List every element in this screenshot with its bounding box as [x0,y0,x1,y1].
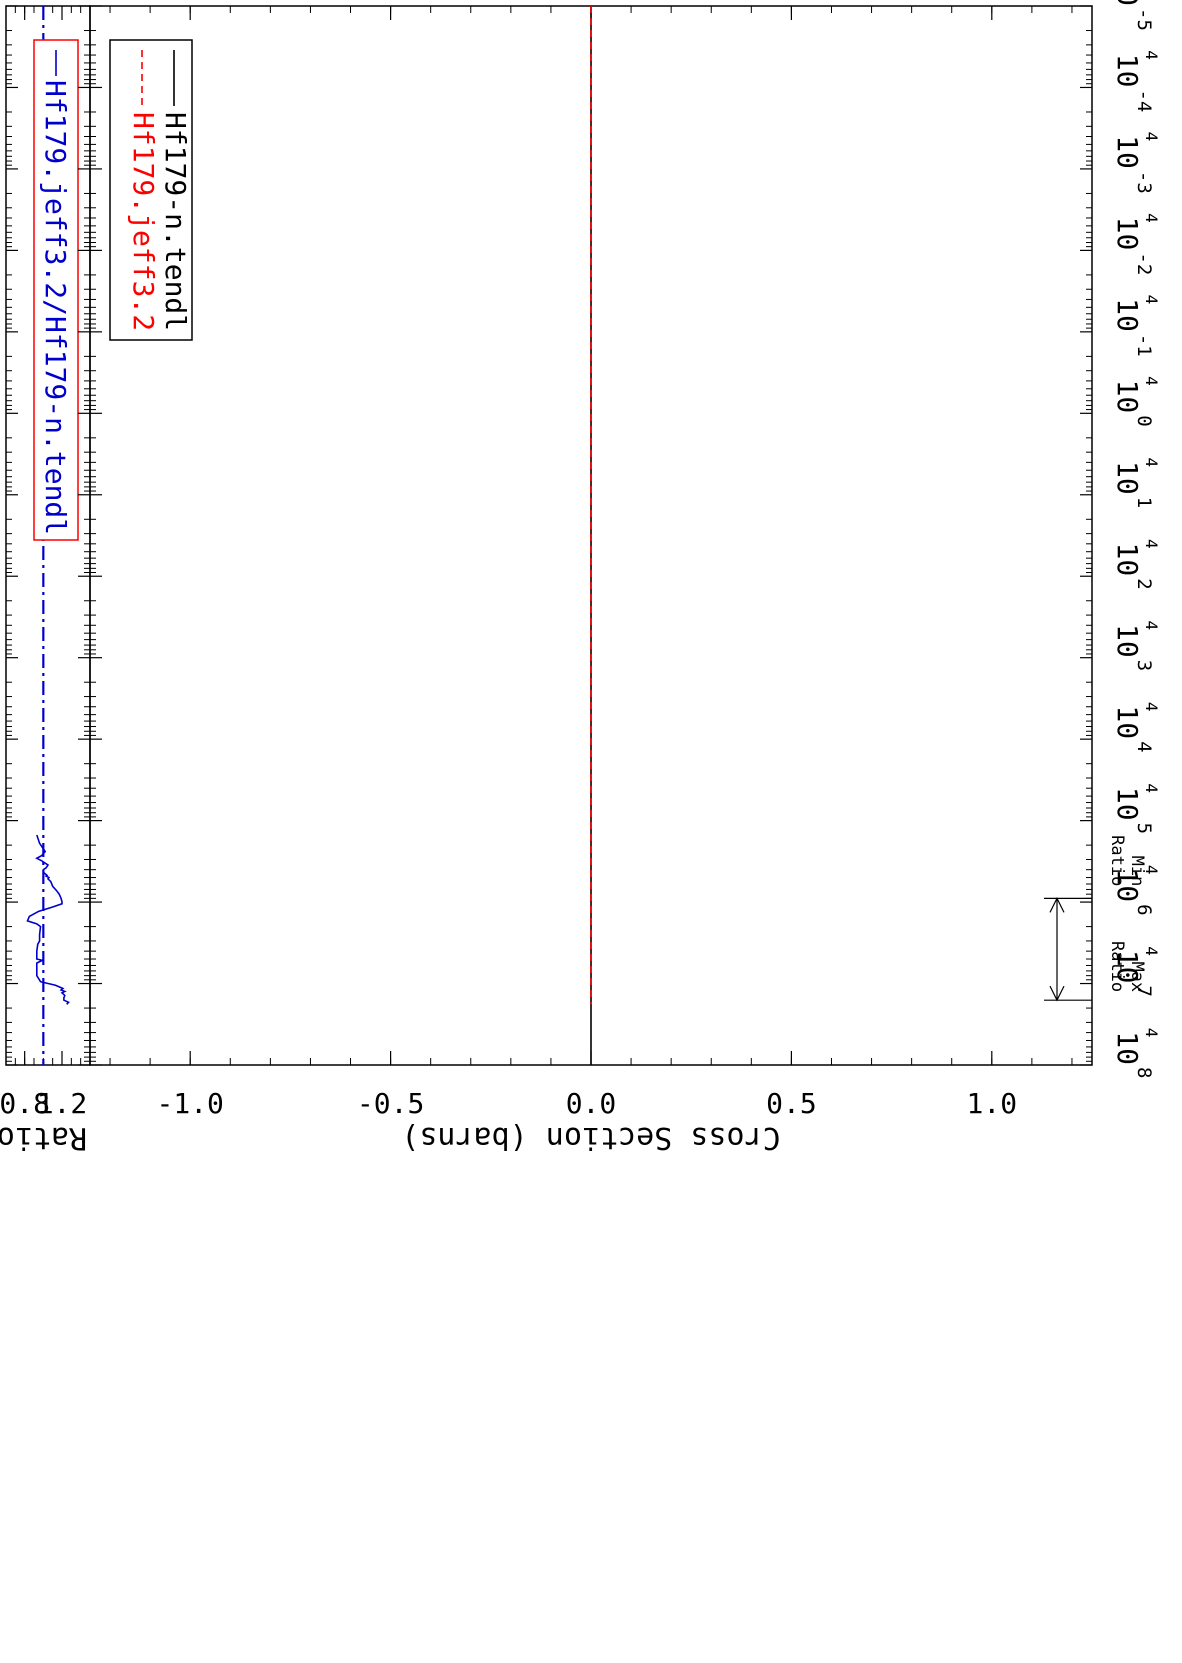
x-tick-label: 10 [1111,217,1144,251]
x-minor-tick-label: 4 [1142,702,1161,712]
arrow-head [1049,897,1065,913]
x-tick-exponent: -5 [1133,8,1155,31]
legend-entry: Hf179.jeff3.2 [127,112,160,331]
x-tick-label: 10 [1111,461,1144,495]
x-minor-tick-label: 4 [1142,946,1161,956]
ratio-legend-entry: Hf179.jeff3.2/Hf179-n.tendl [39,80,72,535]
x-tick-label: 10 [1111,54,1144,88]
y-tick-label: 0.5 [766,1087,817,1120]
min-ratio-label: Min [1127,856,1147,887]
y-tick-label: -1.0 [156,1087,223,1120]
x-tick-exponent: 6 [1133,904,1155,915]
x-tick-exponent: 1 [1133,497,1155,508]
y-tick-label: 1.2 [37,1087,88,1120]
y-tick-label: 1.0 [967,1087,1018,1120]
x-tick-label: 10 [1111,624,1144,658]
arrow-head [1049,985,1065,1002]
x-minor-tick-label: 4 [1142,295,1161,305]
x-tick-exponent: 3 [1133,660,1155,671]
x-tick-label: 10 [1111,705,1144,739]
x-minor-tick-label: 4 [1142,1028,1161,1038]
y-axis-title: Cross Section (barns) [401,1120,780,1155]
y-tick-label: 0.8 [0,1087,50,1120]
x-minor-tick-label: 4 [1142,539,1161,549]
x-tick-exponent: -1 [1133,334,1155,357]
energy-axis: 410-5410-4410-3410-2410-1410041014102410… [6,0,1161,1078]
min-ratio-label: Ratio [1107,835,1127,886]
ratio-line [26,834,70,1005]
x-minor-tick-label: 4 [1142,783,1161,793]
x-tick-label: 10 [1111,298,1144,332]
x-minor-tick-label: 4 [1142,620,1161,630]
y-axis-title: Ratio [0,1120,87,1155]
x-tick-exponent: -3 [1133,171,1155,194]
x-tick-label: 10 [1111,1031,1144,1065]
x-tick-exponent: 0 [1133,415,1155,426]
max-ratio-label: Max [1127,961,1147,992]
x-tick-label: 10 [1111,543,1144,577]
x-minor-tick-label: 4 [1142,458,1161,468]
x-tick-exponent: -2 [1133,252,1155,275]
x-tick-label: 10 [1111,135,1144,169]
x-minor-tick-label: 4 [1142,132,1161,142]
x-tick-label: 10 [1111,380,1144,414]
cross-section-panel: 1.0 0.5 0.0 -0.5 -1.0 Cross Section (barns) Mi… [89,5,1147,1155]
ratio-legend-box [33,39,79,541]
x-tick-exponent: 5 [1133,823,1155,834]
x-minor-tick-label: 4 [1142,213,1161,223]
x-tick-exponent: 8 [1133,1067,1155,1078]
max-ratio-label: Ratio [1107,941,1127,992]
x-minor-tick-label: 4 [1142,376,1161,386]
x-tick-exponent: 4 [1133,741,1155,752]
x-tick-label: 10 [1111,787,1144,821]
legend-box [109,39,193,341]
x-tick-exponent: 7 [1133,986,1155,997]
x-tick-label: 10 [1111,950,1144,984]
legend-entry: Hf179-n.tendl [159,112,192,331]
y-tick-label: 0.0 [566,1087,617,1120]
x-tick-exponent: -4 [1133,89,1155,112]
x-tick-exponent: 2 [1133,578,1155,589]
y-tick-label: -0.5 [357,1087,424,1120]
x-minor-tick-label: 4 [1142,50,1161,60]
ratio-frame [5,5,91,1066]
x-tick-label: 10 [1111,0,1144,6]
x-tick-label: 10 [1111,868,1144,902]
x-minor-tick-label: 4 [1142,865,1161,875]
